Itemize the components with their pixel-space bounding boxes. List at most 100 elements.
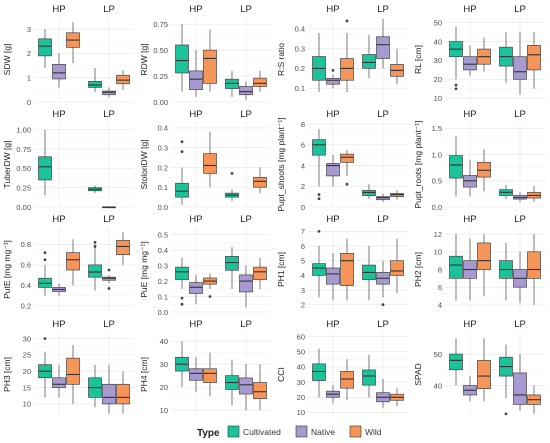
y-tick-label: 10 xyxy=(434,248,442,257)
facet-label: HP xyxy=(463,319,476,330)
y-tick-label: 20 xyxy=(297,393,305,402)
legend-label-wild: Wild xyxy=(365,427,382,437)
y-tick-label: 10 xyxy=(297,408,305,417)
y-tick-label: 0.2 xyxy=(158,277,168,286)
y-axis-label: PH3 [cm] xyxy=(2,357,12,392)
box xyxy=(88,264,102,278)
facet-label: HP xyxy=(189,4,202,15)
outlier-point xyxy=(180,296,184,300)
panel-14: 10 20 30 40 50 60 HP LP CCI xyxy=(276,319,408,417)
box xyxy=(102,90,116,96)
facet-label: LP xyxy=(514,319,526,330)
facet-label: HP xyxy=(326,214,339,225)
y-tick-label: 10 xyxy=(23,400,31,409)
y-tick-label: 4 xyxy=(301,271,305,280)
y-tick-label: 0.2 xyxy=(295,64,305,73)
y-axis-label: RL [cm] xyxy=(413,45,423,74)
facet-label: HP xyxy=(52,4,65,15)
y-tick-label: 25 xyxy=(23,351,31,360)
legend-label-cultivated: Cultivated xyxy=(243,427,281,437)
outlier-point xyxy=(93,240,97,244)
y-tick-label: 0.3 xyxy=(295,44,305,53)
box xyxy=(52,64,66,80)
outlier-point xyxy=(345,19,349,23)
box xyxy=(203,49,217,84)
box xyxy=(203,368,217,383)
box xyxy=(376,36,390,59)
outlier-point xyxy=(180,140,184,144)
y-tick-label: 0.5 xyxy=(158,231,168,240)
panel-10: 2 3 4 5 6 7 HP LP PH1 [cm] xyxy=(276,214,408,312)
y-tick-label: 0.2 xyxy=(21,302,31,311)
panel-2: 0.1 0.2 0.3 0.4 HP LP R:S ratio xyxy=(276,4,408,102)
outlier-point xyxy=(345,182,349,186)
box xyxy=(66,357,80,385)
outlier-point xyxy=(454,87,458,91)
box xyxy=(253,77,267,87)
box xyxy=(52,377,66,388)
y-tick-label: 8 xyxy=(301,120,305,129)
y-tick-label: 40 xyxy=(160,337,168,346)
y-tick-label: 12 xyxy=(434,230,442,239)
y-tick-label: 20 xyxy=(434,75,442,84)
panel-7: 0.0 0.5 1.0 1.5 HP LP Pupt_roots [mg plant⁻¹] xyxy=(413,109,545,212)
y-tick-label: 2 xyxy=(301,300,305,309)
y-tick-label: 5 xyxy=(301,257,305,266)
facet-label: LP xyxy=(514,4,526,15)
panel-3: 10 20 30 40 50 HP LP RL [cm] xyxy=(413,4,545,103)
facet-label: HP xyxy=(463,4,476,15)
y-tick-label: 4 xyxy=(301,161,305,170)
panel-11: 4 6 8 10 12 HP LP PH2 [cm] xyxy=(413,214,545,312)
legend-label-native: Native xyxy=(311,427,335,437)
box xyxy=(38,156,52,181)
outlier-point xyxy=(180,150,184,154)
outlier-point xyxy=(107,268,111,272)
y-tick-label: 15 xyxy=(23,383,31,392)
outlier-point xyxy=(93,245,97,248)
y-tick-label: 0.50 xyxy=(16,164,31,173)
facet-label: LP xyxy=(103,4,115,15)
box xyxy=(239,377,253,395)
box xyxy=(175,44,189,74)
y-tick-label: 0.5 xyxy=(432,177,442,186)
facet-label: LP xyxy=(377,214,389,225)
y-axis-label: CCI xyxy=(276,367,286,382)
y-tick-label: 0.4 xyxy=(158,124,168,133)
outlier-point xyxy=(317,197,321,201)
y-axis-label: TuberDW [g] xyxy=(2,141,12,189)
box xyxy=(116,383,130,405)
facet-label: HP xyxy=(189,319,202,330)
facet-label: LP xyxy=(377,319,389,330)
box xyxy=(116,239,130,256)
y-tick-label: 0.4 xyxy=(21,281,31,290)
box xyxy=(253,176,267,188)
panel-12: 10 15 20 25 30 HP LP PH3 [cm] xyxy=(2,319,134,417)
y-axis-label: PutE [mg mg⁻¹] xyxy=(2,240,12,299)
box xyxy=(38,38,52,57)
outlier-point xyxy=(331,68,335,72)
facet-label: HP xyxy=(189,214,202,225)
legend-swatch-wild xyxy=(349,425,362,438)
facet-label: HP xyxy=(189,109,202,120)
y-tick-label: 20 xyxy=(23,367,31,376)
y-axis-label: Pupt_roots [mg plant⁻¹] xyxy=(413,120,423,208)
box xyxy=(253,382,267,399)
box xyxy=(477,359,491,390)
panel-0: 0 1 2 3 HP LP SDW [g] xyxy=(2,4,134,107)
box xyxy=(340,253,354,286)
y-tick-label: 3 xyxy=(27,25,31,34)
y-axis-label: PuE [mg mg⁻¹] xyxy=(139,241,149,297)
y-tick-label: 10 xyxy=(434,94,442,103)
panel-15: 40 50 HP LP SPAD xyxy=(413,319,545,417)
y-tick-label: 50 xyxy=(297,348,305,357)
y-tick-label: 6 xyxy=(301,141,305,150)
facet-label: HP xyxy=(52,319,65,330)
box xyxy=(362,54,376,69)
box xyxy=(362,369,376,386)
facet-label: HP xyxy=(463,214,476,225)
box xyxy=(312,139,326,156)
legend-swatch-cultivated xyxy=(227,425,240,438)
y-tick-label: 0.0 xyxy=(158,308,168,317)
box xyxy=(203,153,217,174)
